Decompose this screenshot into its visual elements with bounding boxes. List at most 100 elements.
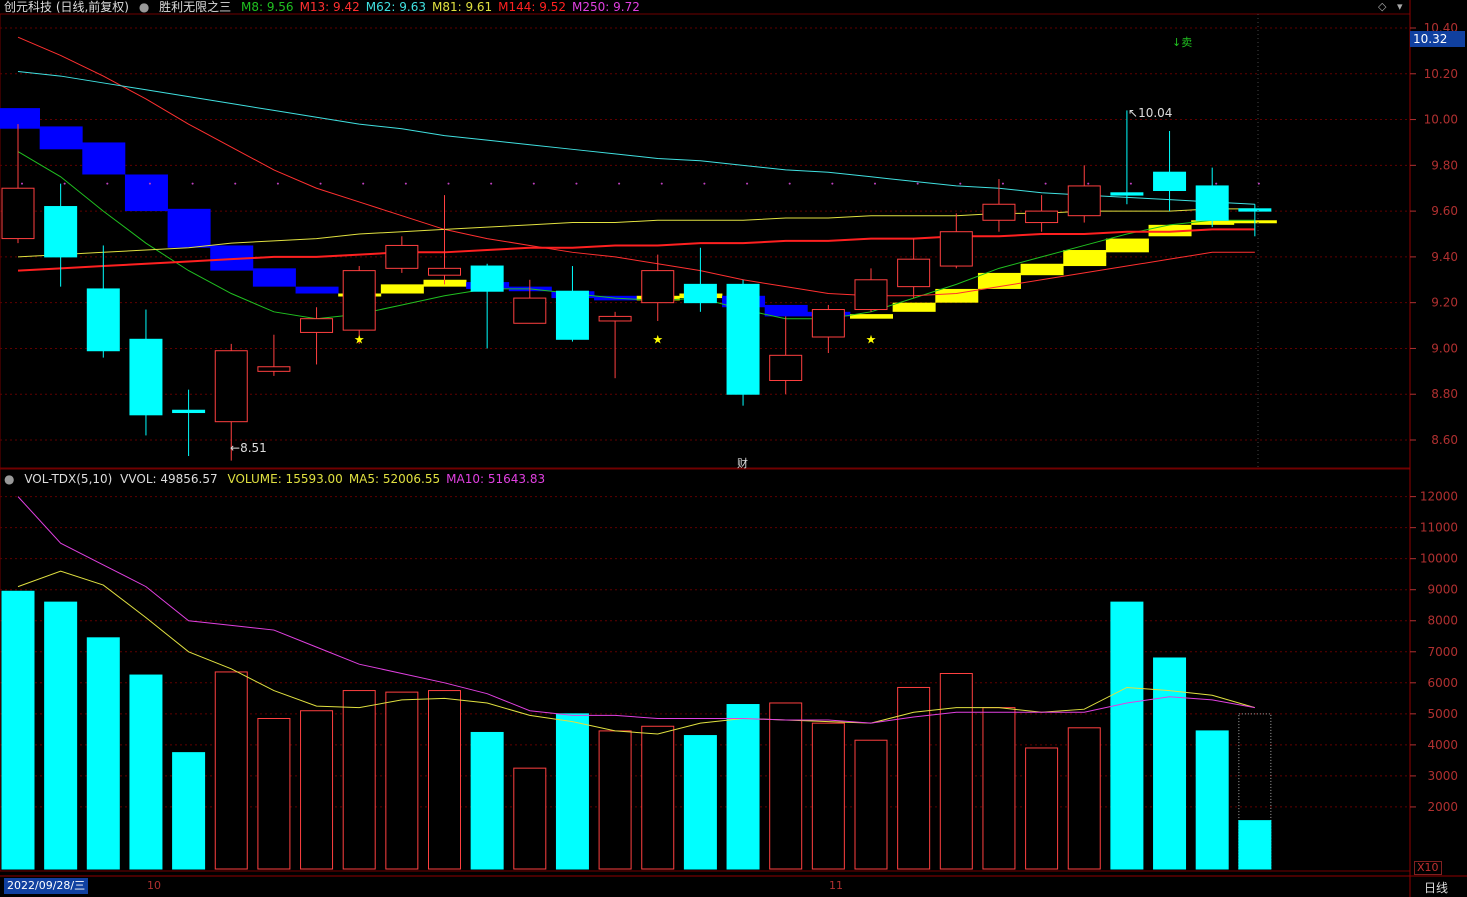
- volume-bar: [854, 739, 888, 870]
- candle-body: [385, 244, 419, 269]
- signal-dot: [1001, 182, 1004, 185]
- volume-bar: [172, 752, 206, 870]
- signal-dot: [404, 182, 407, 185]
- price-tick-label: 9.20: [1431, 296, 1458, 310]
- trend-band-block: [124, 174, 168, 212]
- candle-body: [726, 283, 760, 395]
- volume-bar: [811, 722, 845, 870]
- price-tick-label: 9.80: [1431, 158, 1458, 172]
- price-tick-label: 9.00: [1431, 341, 1458, 355]
- finance-marker: 财: [737, 457, 748, 470]
- ma-line-m144: [17, 228, 1255, 272]
- candle-body: [1238, 208, 1272, 212]
- signal-dot: [319, 182, 322, 185]
- candle-body: [939, 231, 973, 267]
- trend-band-block: [935, 288, 979, 303]
- volume-bar: [385, 691, 419, 870]
- stock-title: 创元科技 (日线,前复权): [4, 0, 129, 14]
- trend-band-block: [380, 284, 424, 294]
- volume-legend-item: MA10: 51643.83: [446, 472, 546, 486]
- volume-tick-label: 6000: [1427, 676, 1458, 690]
- trend-band-block: [39, 126, 83, 150]
- candle-body: [811, 309, 845, 338]
- volume-bar: [939, 673, 973, 870]
- volume-tick-label: 11000: [1420, 521, 1458, 535]
- volume-bar: [1238, 820, 1272, 870]
- volume-bar: [1067, 727, 1101, 870]
- candle-body: [86, 288, 120, 352]
- candle-body: [1025, 210, 1059, 224]
- candle-body: [214, 350, 248, 423]
- signal-dot: [874, 182, 876, 185]
- candle-body: [897, 258, 931, 288]
- signal-dot: [703, 182, 706, 185]
- signal-dot: [276, 182, 279, 185]
- volume-bar: [1, 590, 35, 870]
- signal-dot: [21, 182, 23, 185]
- trend-band-block: [1063, 250, 1107, 267]
- high-price-label: ↖10.04: [1128, 106, 1173, 120]
- signal-dot: [234, 182, 237, 185]
- ma-line-m8: [17, 151, 1255, 320]
- trend-band-block: [764, 304, 808, 317]
- volume-ma-line-ma5: [17, 570, 1255, 735]
- volume-tick-label: 2000: [1427, 800, 1458, 814]
- signal-dot: [746, 182, 749, 185]
- volume-bar: [342, 690, 376, 870]
- buy-star-icon: ★: [866, 332, 877, 346]
- volume-bar: [641, 725, 675, 870]
- volume-bar: [44, 601, 78, 870]
- indicator-name: 胜利无限之三: [159, 0, 232, 14]
- ma-line-m13: [17, 36, 1255, 297]
- trend-band-block: [167, 208, 211, 248]
- trend-band-block: [0, 108, 40, 129]
- volume-bar: [1110, 601, 1144, 870]
- signal-dot: [362, 182, 365, 185]
- down-arrow-icon[interactable]: ▾: [1397, 0, 1403, 13]
- volume-bar: [897, 686, 931, 870]
- candle-body: [257, 366, 291, 372]
- diamond-icon[interactable]: ◇: [1378, 0, 1387, 13]
- volume-tick-label: 10000: [1420, 552, 1458, 566]
- candle-body: [1, 187, 35, 240]
- signal-dot: [1044, 182, 1047, 185]
- candle-body: [982, 203, 1016, 221]
- ma-legend-item: M81: 9.61: [431, 0, 493, 14]
- volume-legend-item: VOLUME: 15593.00: [227, 472, 343, 486]
- volume-bar: [1153, 657, 1187, 870]
- volume-bar: [214, 671, 248, 870]
- volume-bar: [86, 637, 120, 870]
- signal-dot: [191, 182, 194, 185]
- signal-dot: [575, 182, 578, 185]
- trend-band-block: [82, 142, 126, 175]
- candle-body: [854, 279, 888, 311]
- signal-dot: [1129, 182, 1132, 185]
- ma-legend-item: M62: 9.63: [365, 0, 426, 14]
- period-label[interactable]: 日线: [1424, 881, 1449, 895]
- candle-body: [1110, 192, 1144, 196]
- volume-tick-label: 12000: [1420, 490, 1458, 504]
- volume-bar: [257, 717, 291, 870]
- volume-tick-label: 5000: [1427, 707, 1458, 721]
- price-tick-label: 9.60: [1431, 204, 1458, 218]
- volume-bar: [982, 707, 1016, 870]
- trend-band-block: [295, 286, 339, 294]
- trend-band-block: [252, 268, 296, 287]
- candle-body: [769, 354, 803, 381]
- volume-bar: [726, 704, 760, 870]
- volume-forecast-outline: [1238, 713, 1272, 870]
- date-cursor-label: 2022/09/28/三: [4, 878, 89, 894]
- price-panel-frame: [0, 13, 1411, 469]
- candle-body: [300, 318, 334, 333]
- volume-bar: [555, 713, 589, 870]
- signal-dot: [106, 182, 109, 185]
- candle-body: [342, 270, 376, 331]
- candle-body: [555, 290, 589, 340]
- candle-body: [172, 409, 206, 414]
- signal-dot: [959, 182, 962, 185]
- circle-icon: ●: [4, 472, 15, 486]
- signal-dot: [788, 182, 791, 185]
- signal-dot: [532, 182, 535, 185]
- price-tick-label: 8.60: [1431, 433, 1458, 447]
